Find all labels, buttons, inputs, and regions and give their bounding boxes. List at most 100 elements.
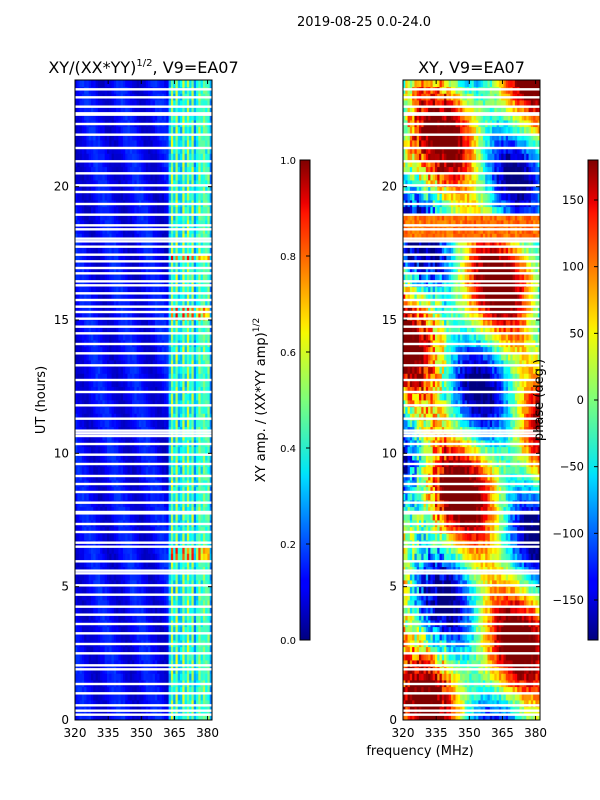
heatmap-cell xyxy=(138,246,142,254)
heatmap-cell xyxy=(152,253,156,261)
heatmap-cell xyxy=(143,633,147,641)
heatmap-cell xyxy=(86,273,90,281)
heatmap-cell xyxy=(161,206,165,214)
heatmap-cell xyxy=(145,586,149,594)
heatmap-cell xyxy=(100,560,103,568)
heatmap-cell xyxy=(170,613,174,621)
heatmap-cell xyxy=(170,486,174,494)
heatmap-cell xyxy=(207,713,211,720)
heatmap-cell xyxy=(84,380,87,388)
heatmap-cell xyxy=(164,386,167,394)
heatmap-cell xyxy=(113,700,117,708)
heatmap-cell xyxy=(200,693,204,701)
heatmap-cell xyxy=(118,673,122,681)
heatmap-cell xyxy=(136,280,140,288)
heatmap-cell xyxy=(106,186,110,194)
heatmap-cell xyxy=(86,533,90,541)
heatmap-cell xyxy=(95,506,99,514)
heatmap-cell xyxy=(120,373,124,381)
heatmap-cell xyxy=(102,493,106,501)
heatmap-cell xyxy=(175,206,179,214)
heatmap-cell xyxy=(173,253,176,261)
heatmap-cell xyxy=(198,240,201,248)
heatmap-cell xyxy=(86,660,90,668)
heatmap-cell xyxy=(166,420,170,428)
heatmap-cell xyxy=(180,466,183,474)
heatmap-cell xyxy=(95,206,99,214)
heatmap-cell xyxy=(164,260,167,268)
heatmap-cell xyxy=(202,686,206,694)
heatmap-cell xyxy=(168,653,172,661)
heatmap-cell xyxy=(86,686,90,694)
heatmap-cell xyxy=(109,686,112,694)
heatmap-cell xyxy=(175,506,179,514)
heatmap-cell xyxy=(132,420,135,428)
heatmap-cell xyxy=(79,626,83,634)
heatmap-cell xyxy=(77,420,80,428)
heatmap-cell xyxy=(134,593,138,601)
heatmap-cell xyxy=(209,206,212,214)
heatmap-cell xyxy=(106,213,110,221)
heatmap-cell xyxy=(75,193,78,201)
heatmap-cell xyxy=(97,373,101,381)
heatmap-cell xyxy=(200,306,204,314)
heatmap-cell xyxy=(95,346,99,354)
heatmap-cell xyxy=(177,186,181,194)
heatmap-cell xyxy=(173,233,176,241)
heatmap-cell xyxy=(113,293,117,301)
heatmap-cell xyxy=(136,420,140,428)
heatmap-cell xyxy=(182,506,185,514)
heatmap-cell xyxy=(198,613,201,621)
heatmap-cell xyxy=(86,546,90,554)
heatmap-cell xyxy=(138,693,142,701)
heatmap-cell xyxy=(77,246,80,254)
heatmap-cell xyxy=(109,253,112,261)
heatmap-cell xyxy=(75,266,78,274)
heatmap-cell xyxy=(182,373,185,381)
heatmap-cell xyxy=(106,406,110,414)
heatmap-cell xyxy=(207,393,211,401)
heatmap-cell xyxy=(198,326,201,334)
heatmap-cell xyxy=(84,280,87,288)
heatmap-cell xyxy=(134,266,138,274)
heatmap-cell xyxy=(84,213,87,221)
heatmap-cell xyxy=(90,593,94,601)
heatmap-cell xyxy=(180,420,183,428)
heatmap-cell xyxy=(148,446,151,454)
heatmap-cell xyxy=(150,320,154,328)
heatmap-cell xyxy=(186,346,190,354)
heatmap-cell xyxy=(104,713,108,720)
heatmap-cell xyxy=(88,220,92,228)
heatmap-cell xyxy=(164,713,167,720)
heatmap-cell xyxy=(198,393,201,401)
heatmap-cell xyxy=(189,333,192,341)
heatmap-cell xyxy=(191,453,195,461)
heatmap-cell xyxy=(77,373,80,381)
heatmap-cell xyxy=(166,446,170,454)
heatmap-cell xyxy=(180,206,183,214)
heatmap-cell xyxy=(191,613,195,621)
heatmap-cell xyxy=(81,553,85,561)
heatmap-cell xyxy=(118,273,122,281)
heatmap-cell xyxy=(191,326,195,334)
heatmap-cell xyxy=(88,413,92,421)
heatmap-cell xyxy=(95,586,99,594)
heatmap-cell xyxy=(164,553,167,561)
heatmap-cell xyxy=(136,393,140,401)
heatmap-cell xyxy=(189,280,192,288)
heatmap-cell xyxy=(104,493,108,501)
heatmap-cell xyxy=(196,286,199,294)
heatmap-cell xyxy=(81,580,85,588)
heatmap-cell xyxy=(138,253,142,261)
heatmap-cell xyxy=(182,593,185,601)
heatmap-cell xyxy=(164,546,167,554)
heatmap-cell xyxy=(129,293,133,301)
heatmap-cell xyxy=(138,613,142,621)
heatmap-cell xyxy=(145,613,149,621)
heatmap-cell xyxy=(116,326,119,334)
heatmap-cell xyxy=(104,573,108,581)
heatmap-cell xyxy=(77,453,80,461)
heatmap-cell xyxy=(113,180,117,188)
heatmap-cell xyxy=(182,300,185,308)
heatmap-cell xyxy=(116,273,119,281)
